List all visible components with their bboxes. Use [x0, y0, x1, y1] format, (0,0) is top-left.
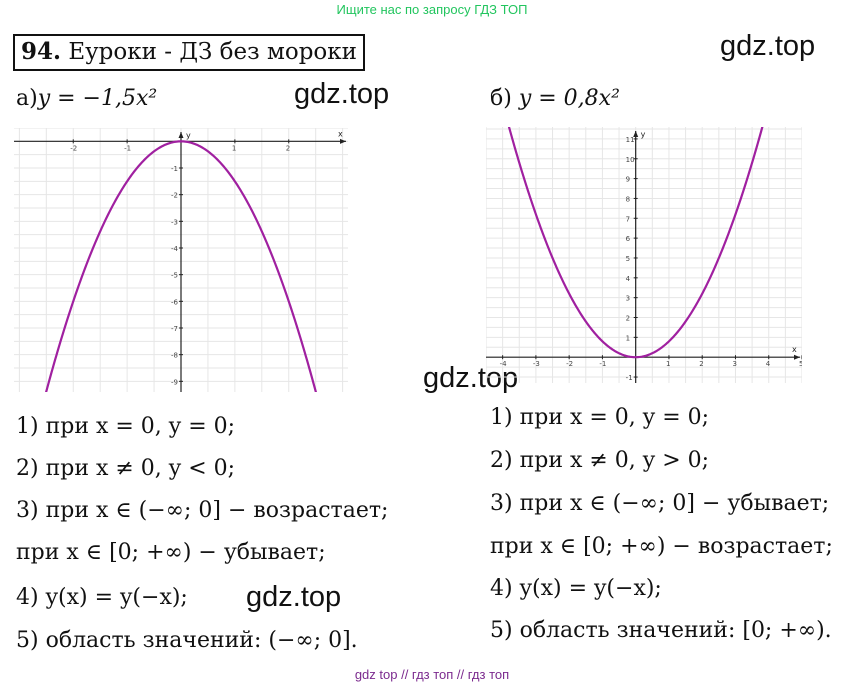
left-line-5: 4) y(x) = y(−x);	[16, 585, 188, 610]
left-line-2: 2) при x ≠ 0, y < 0;	[16, 456, 236, 481]
y-tick-label: -1	[626, 374, 633, 382]
y-tick-label: -6	[171, 298, 179, 306]
right-line-1: 1) при x = 0, y = 0;	[490, 405, 710, 430]
x-tick-label: 4	[766, 360, 771, 368]
exercise-title: 94. Еуроки - ДЗ без мороки	[13, 34, 365, 71]
y-tick-label: 1	[626, 334, 630, 342]
y-tick-label: 7	[626, 215, 630, 223]
left-line-6: 5) область значений: (−∞; 0].	[16, 628, 358, 653]
x-tick-label: 2	[286, 144, 290, 152]
exercise-heading: Еуроки - ДЗ без мороки	[61, 39, 357, 65]
x-tick-label: -4	[500, 360, 508, 368]
y-tick-label: -3	[171, 218, 178, 226]
x-tick-label: -2	[70, 144, 77, 152]
parabola-curve	[45, 140, 317, 392]
chart-left-parabola: xy-2-1121-1-2-3-4-5-6-7-8-9	[14, 128, 348, 392]
x-axis-label: x	[792, 345, 797, 354]
x-tick-label: 5	[799, 360, 802, 368]
y-tick-label: -1	[171, 165, 178, 173]
y-tick-label: 9	[626, 176, 630, 184]
y-tick-label: 5	[626, 255, 630, 263]
x-tick-label: 2	[699, 360, 703, 368]
y-tick-label: -9	[171, 378, 178, 386]
left-part-prefix: а)	[16, 86, 38, 111]
y-tick-label: 3	[626, 295, 630, 303]
watermark: gdz.top	[294, 78, 390, 110]
parabola-curve	[507, 127, 764, 359]
y-axis-arrow	[633, 131, 639, 137]
right-part-prefix: б)	[490, 86, 512, 111]
left-part-label: а)y = −1,5x²	[16, 86, 157, 111]
y-tick-label: -4	[171, 245, 179, 253]
chart-right-parabola: x y -4 -3 -2 -1 1 2 3 4 5 11 10 9 8 7 6 5 4 3 2 1 -1	[486, 127, 802, 383]
y-tick-label: -2	[171, 192, 178, 200]
y-axis-label: y	[186, 131, 191, 140]
y-tick-label: 4	[626, 275, 631, 283]
exercise-number: 94.	[21, 38, 62, 65]
x-axis-label: x	[338, 129, 343, 138]
y-tick-label: 8	[626, 195, 630, 203]
y-axis-label: y	[641, 130, 646, 139]
left-line-3: 3) при x ∈ (−∞; 0] − возрастает;	[16, 498, 389, 523]
right-line-4: при x ∈ [0; +∞) − возрастает;	[490, 534, 833, 559]
x-tick-label: 1	[232, 144, 236, 152]
x-tick-label: -1	[124, 144, 131, 152]
left-line-4: при x ∈ [0; +∞) − убывает;	[16, 540, 326, 565]
x-tick-label: 1	[666, 360, 670, 368]
x-axis-arrow	[340, 138, 346, 144]
y-axis-arrow	[178, 132, 184, 138]
x-tick-label: 3	[732, 360, 736, 368]
right-line-5: 4) y(x) = y(−x);	[490, 576, 662, 601]
y-tick-label: 10	[626, 156, 635, 164]
x-axis-arrow	[794, 354, 800, 360]
y-tick-label: -7	[171, 325, 178, 333]
left-line-1: 1) при x = 0, y = 0;	[16, 414, 236, 439]
left-formula: y = −1,5x²	[37, 86, 158, 111]
x-tick-label: -1	[599, 360, 606, 368]
y-tick-label: -5	[171, 272, 178, 280]
bottom-links[interactable]: gdz top // гдз топ // гдз топ	[354, 667, 510, 682]
right-formula: y = 0,8x²	[518, 86, 620, 111]
right-line-2: 2) при x ≠ 0, y > 0;	[490, 448, 710, 473]
y-tick-label: 11	[626, 136, 635, 144]
right-line-3: 3) при x ∈ (−∞; 0] − убывает;	[490, 491, 830, 516]
y-tick-label: -8	[171, 352, 178, 360]
right-line-6: 5) область значений: [0; +∞).	[490, 618, 832, 643]
y-tick-label: 2	[626, 315, 630, 323]
top-banner[interactable]: Ищите нас по запросу ГДЗ ТОП	[336, 2, 528, 17]
x-tick-label: -2	[566, 360, 573, 368]
grid	[486, 127, 802, 383]
watermark: gdz.top	[246, 581, 342, 613]
right-part-label: б) y = 0,8x²	[490, 86, 620, 111]
watermark: gdz.top	[720, 30, 816, 62]
x-tick-label: -3	[533, 360, 540, 368]
y-tick-label: 6	[626, 235, 631, 243]
